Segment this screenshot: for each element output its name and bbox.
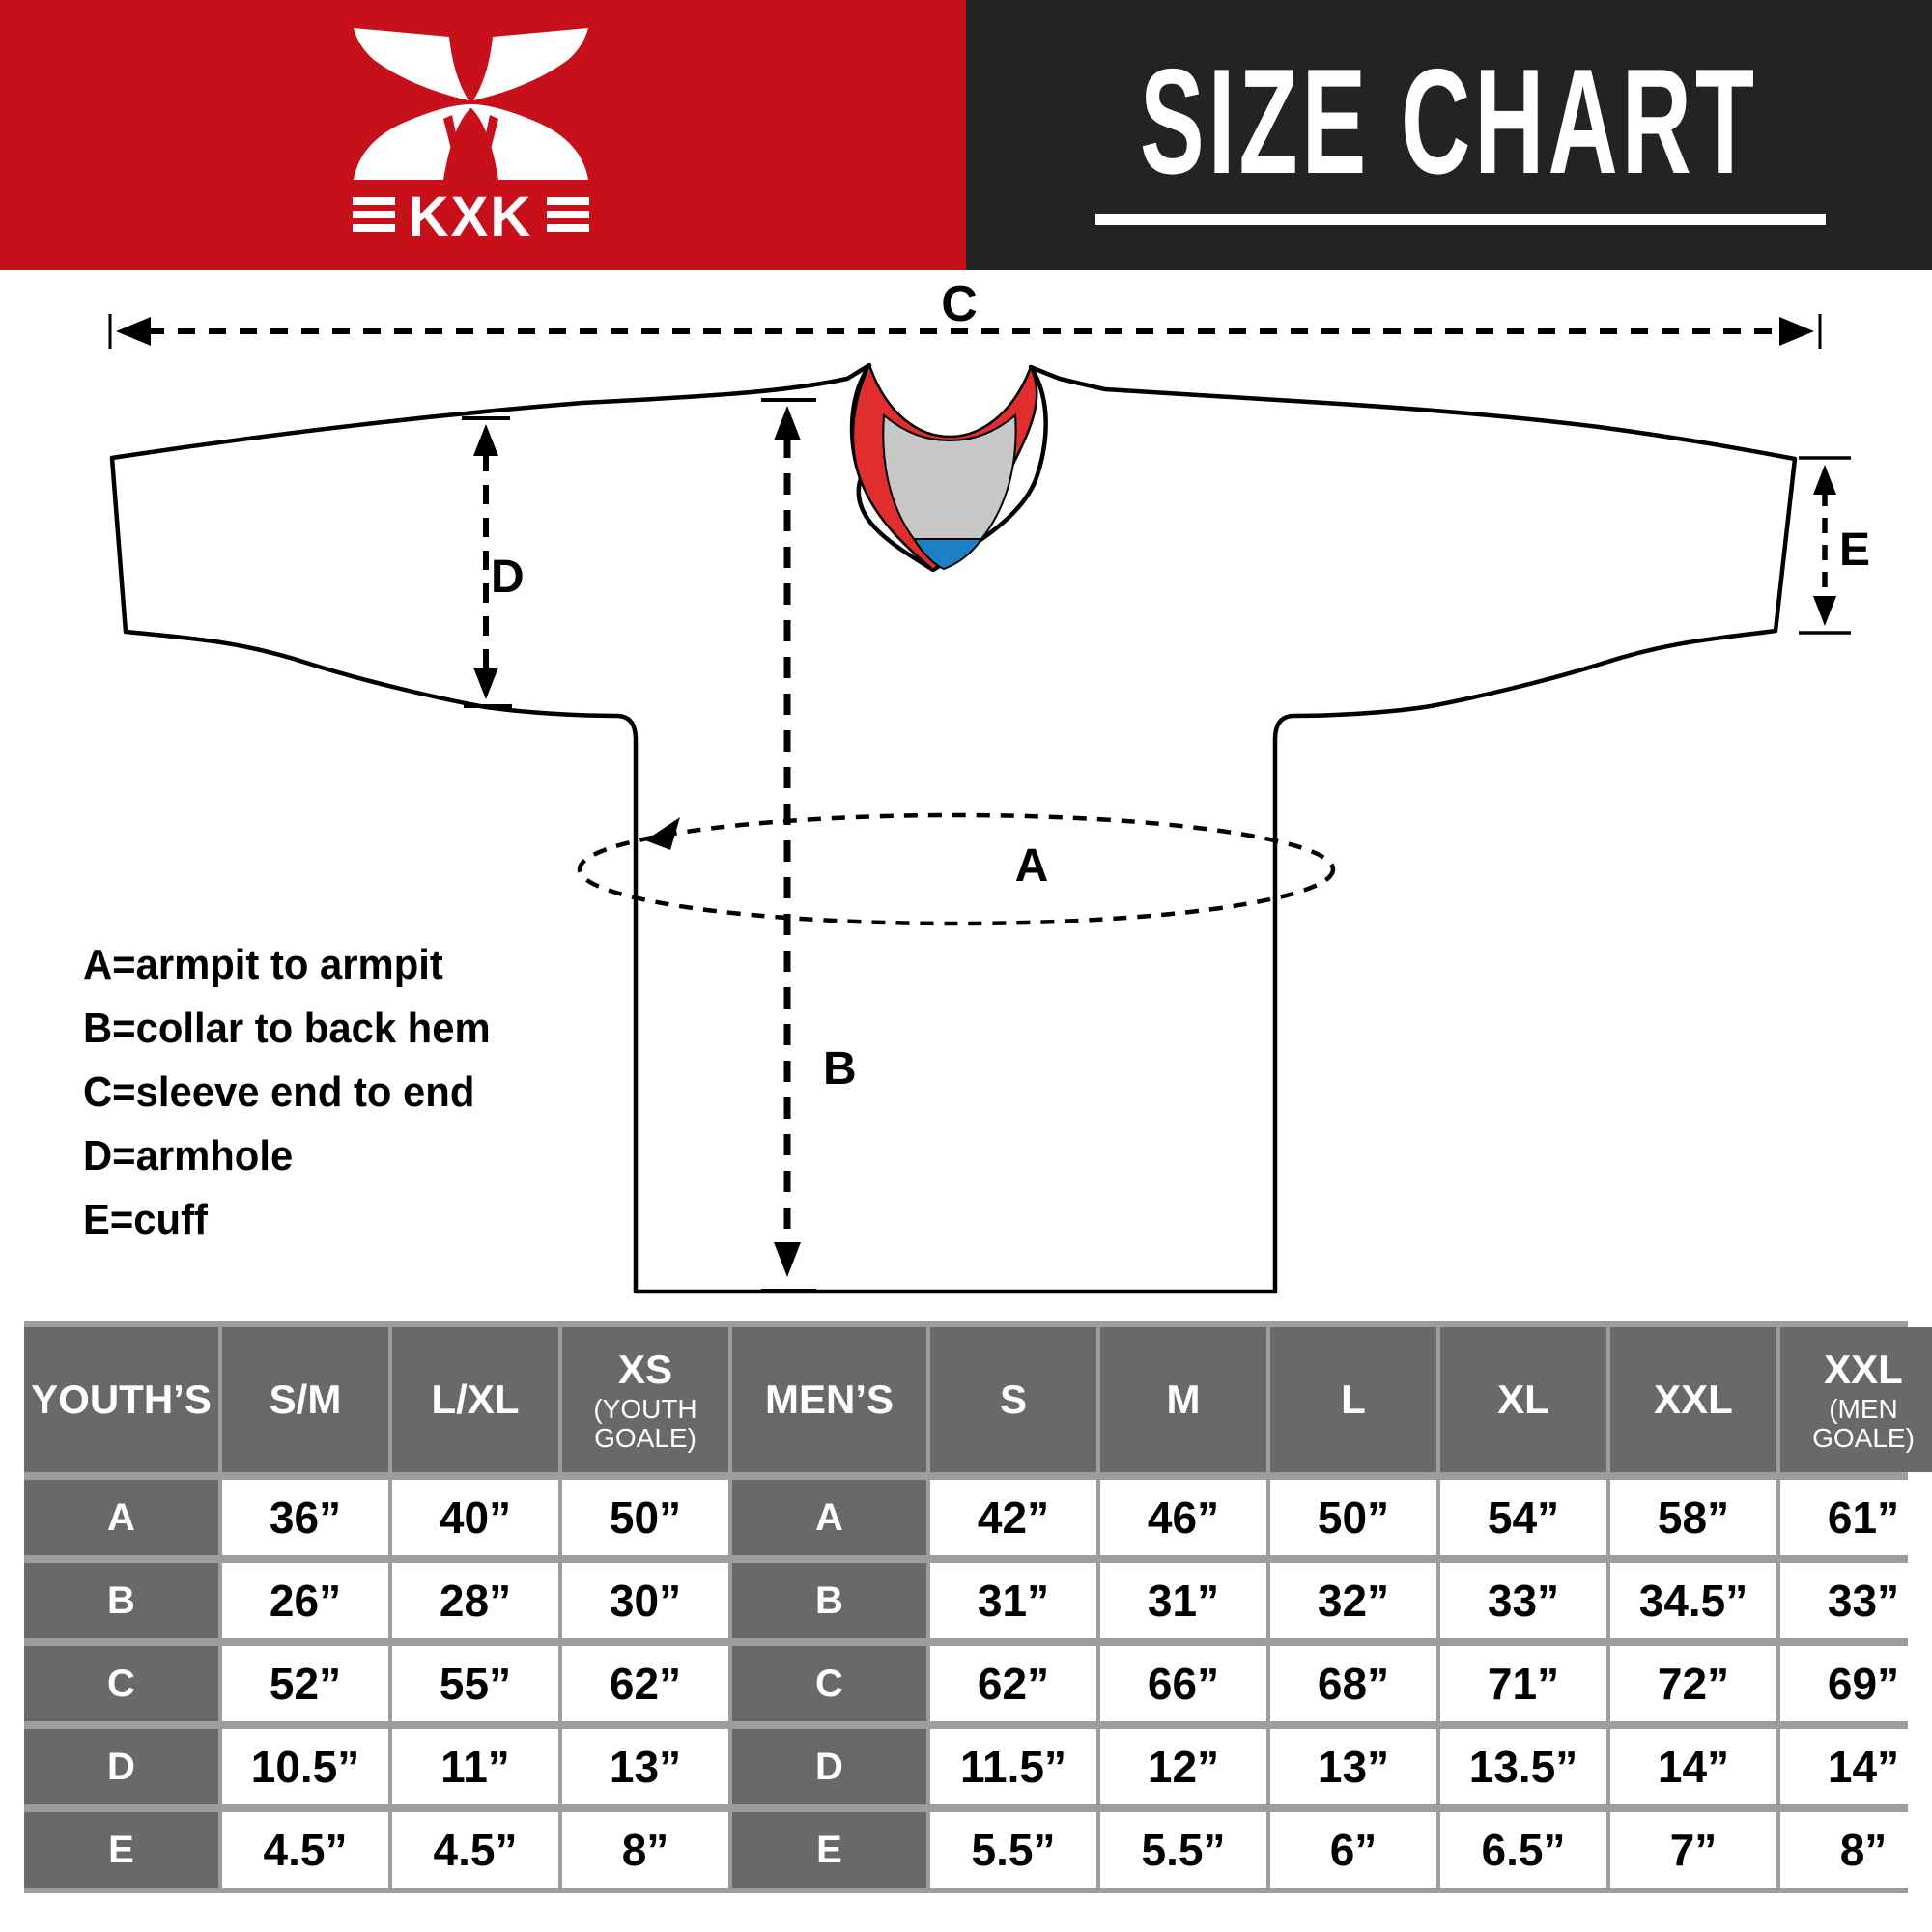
value-youth-A-2: 50” <box>562 1480 728 1555</box>
row-label-men-E: E <box>732 1812 926 1888</box>
legend-item-c: C=sleeve end to end <box>83 1068 475 1116</box>
value-men-D-3: 13.5” <box>1440 1729 1606 1804</box>
collar-gray-inner <box>882 412 1017 540</box>
value-men-D-2: 13” <box>1270 1729 1436 1804</box>
value-men-C-0: 62” <box>930 1646 1096 1721</box>
brand-text: KXK <box>409 185 532 240</box>
value-youth-C-1: 55” <box>392 1646 558 1721</box>
row-label-men-C: C <box>732 1646 926 1721</box>
measure-legend: A=armpit to armpit B=collar to back hem … <box>83 933 491 1252</box>
value-men-C-2: 68” <box>1270 1646 1436 1721</box>
value-men-B-0: 31” <box>930 1563 1096 1638</box>
measure-b-label: B <box>823 1043 857 1094</box>
value-men-E-1: 5.5” <box>1100 1812 1266 1888</box>
value-men-A-2: 50” <box>1270 1480 1436 1555</box>
legend-item-e: E=cuff <box>83 1196 208 1243</box>
col-header-youth-2: XS (YOUTH GOALE) <box>562 1327 728 1472</box>
value-men-B-3: 33” <box>1440 1563 1606 1638</box>
size-table: YOUTH’S S/M L/XL XS (YOUTH GOALE) MEN’S S M L XL X… <box>24 1321 1932 1893</box>
row-label-youth-D: D <box>24 1729 218 1804</box>
value-men-D-4: 14” <box>1610 1729 1776 1804</box>
col-header-youth-1: L/XL <box>392 1327 558 1472</box>
measure-d-arrow <box>462 416 512 708</box>
value-men-B-5: 33” <box>1780 1563 1932 1638</box>
value-men-E-5: 8” <box>1780 1812 1932 1888</box>
measure-a-label: A <box>1015 840 1049 892</box>
value-men-D-1: 12” <box>1100 1729 1266 1804</box>
value-men-A-3: 54” <box>1440 1480 1606 1555</box>
value-men-D-5: 14” <box>1780 1729 1932 1804</box>
header-banner: KXK SIZE CHART <box>0 0 1932 270</box>
value-youth-E-0: 4.5” <box>222 1812 388 1888</box>
value-men-C-4: 72” <box>1610 1646 1776 1721</box>
value-youth-E-2: 8” <box>562 1812 728 1888</box>
measure-b-arrow <box>761 398 816 1293</box>
row-label-youth-B: B <box>24 1563 218 1638</box>
row-label-youth-A: A <box>24 1480 218 1555</box>
value-youth-E-1: 4.5” <box>392 1812 558 1888</box>
brand-panel: KXK <box>0 0 966 270</box>
value-youth-B-0: 26” <box>222 1563 388 1638</box>
legend-item-b: B=collar to back hem <box>83 1005 491 1052</box>
value-youth-D-2: 13” <box>562 1729 728 1804</box>
measure-d-label: D <box>491 552 525 603</box>
legend-item-a: A=armpit to armpit <box>83 941 443 988</box>
value-youth-C-2: 62” <box>562 1646 728 1721</box>
value-men-B-1: 31” <box>1100 1563 1266 1638</box>
col-header-men-3: XL <box>1440 1327 1606 1472</box>
value-men-A-5: 61” <box>1780 1480 1932 1555</box>
value-men-E-0: 5.5” <box>930 1812 1096 1888</box>
value-men-E-4: 7” <box>1610 1812 1776 1888</box>
col-header-men-group: MEN’S <box>732 1327 926 1472</box>
col-header-men-4: XXL <box>1610 1327 1776 1472</box>
value-men-E-2: 6” <box>1270 1812 1436 1888</box>
row-label-youth-C: C <box>24 1646 218 1721</box>
measure-c-arrow <box>108 314 1822 349</box>
value-youth-A-0: 36” <box>222 1480 388 1555</box>
value-men-C-1: 66” <box>1100 1646 1266 1721</box>
value-men-A-0: 42” <box>930 1480 1096 1555</box>
measure-c-label: C <box>941 276 978 332</box>
legend-item-d: D=armhole <box>83 1132 294 1179</box>
col-header-youth-group: YOUTH’S <box>24 1327 218 1472</box>
col-header-youth-0: S/M <box>222 1327 388 1472</box>
measure-e-arrow <box>1799 456 1851 635</box>
value-men-B-2: 32” <box>1270 1563 1436 1638</box>
value-youth-C-0: 52” <box>222 1646 388 1721</box>
row-label-men-A: A <box>732 1480 926 1555</box>
value-youth-B-1: 28” <box>392 1563 558 1638</box>
value-men-E-3: 6.5” <box>1440 1812 1606 1888</box>
jersey-measurement-diagram: C B D E <box>108 276 1870 1294</box>
measure-e-label: E <box>1839 525 1870 576</box>
kxk-logo-mark <box>354 28 588 180</box>
value-men-C-5: 69” <box>1780 1646 1932 1721</box>
row-label-men-B: B <box>732 1563 926 1638</box>
title-underline <box>1095 214 1826 225</box>
value-men-D-0: 11.5” <box>930 1729 1096 1804</box>
row-label-youth-E: E <box>24 1812 218 1888</box>
col-header-men-2: L <box>1270 1327 1436 1472</box>
value-men-A-4: 58” <box>1610 1480 1776 1555</box>
value-men-A-1: 46” <box>1100 1480 1266 1555</box>
value-youth-D-1: 11” <box>392 1729 558 1804</box>
page-title: SIZE CHART <box>1140 38 1758 207</box>
kxk-logo-arch <box>443 108 498 180</box>
value-youth-B-2: 30” <box>562 1563 728 1638</box>
title-panel: SIZE CHART <box>966 0 1932 270</box>
measure-a-ellipse <box>577 812 1336 926</box>
col-header-men-1: M <box>1100 1327 1266 1472</box>
col-header-men-0: S <box>930 1327 1096 1472</box>
kxk-logo: KXK <box>353 28 589 240</box>
value-youth-A-1: 40” <box>392 1480 558 1555</box>
value-youth-D-0: 10.5” <box>222 1729 388 1804</box>
value-men-C-3: 71” <box>1440 1646 1606 1721</box>
value-men-B-4: 34.5” <box>1610 1563 1776 1638</box>
collar-blue-tip <box>912 538 983 571</box>
kxk-wordmark: KXK <box>353 185 589 240</box>
col-header-men-5: XXL (MEN GOALE) <box>1780 1327 1932 1472</box>
row-label-men-D: D <box>732 1729 926 1804</box>
